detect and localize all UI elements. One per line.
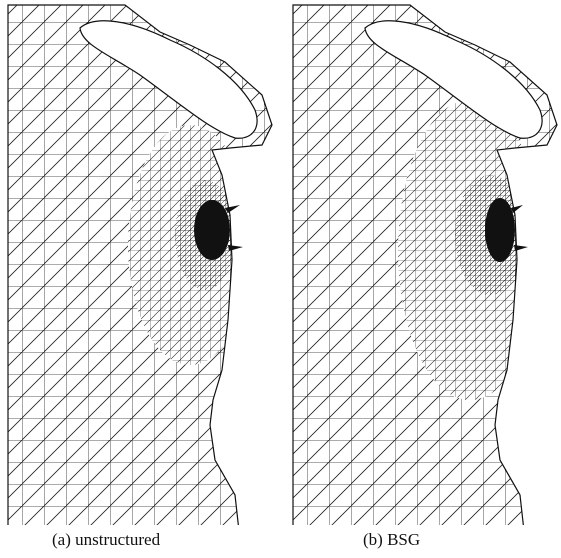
- panel-a: [0, 0, 280, 525]
- caption: (a) unstructured: [52, 530, 160, 550]
- panel-b: [285, 0, 561, 525]
- figure: (a) unstructured (b) BSG: [0, 0, 561, 558]
- mesh-panels: [0, 0, 561, 525]
- caption: (b) BSG: [363, 530, 420, 550]
